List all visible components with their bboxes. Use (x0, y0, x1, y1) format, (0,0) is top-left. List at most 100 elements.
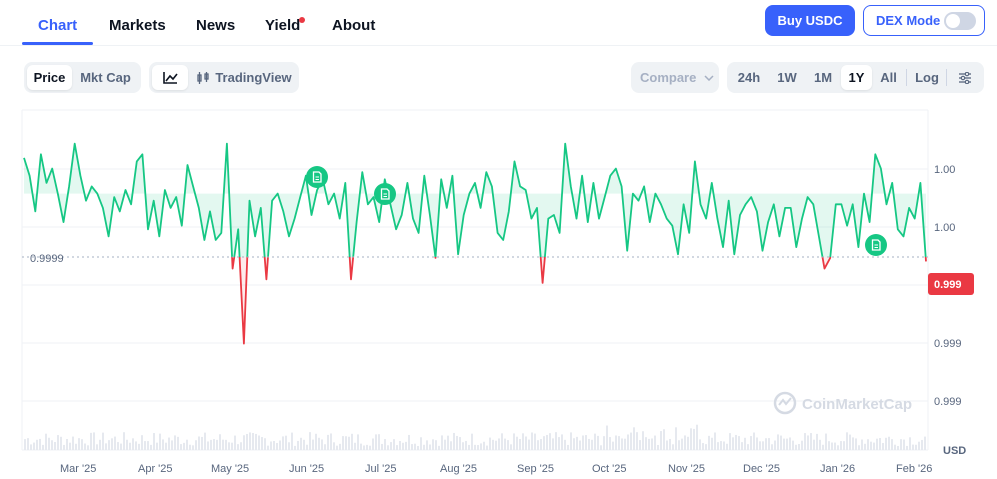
tradingview-button[interactable]: TradingView (193, 65, 295, 90)
volume-bar (690, 428, 692, 450)
volume-bar (666, 440, 668, 450)
volume-bar (489, 437, 491, 450)
volume-bar (366, 444, 368, 450)
volume-bar (723, 441, 725, 450)
tab-yield[interactable]: Yield (265, 17, 301, 34)
volume-bar (765, 438, 767, 450)
volume-bar (357, 434, 359, 450)
tab-markets[interactable]: Markets (109, 17, 166, 34)
volume-bar (525, 436, 527, 450)
volume-bar (243, 435, 245, 450)
market-cap-tab[interactable]: Mkt Cap (80, 70, 131, 85)
volume-bar (804, 433, 806, 450)
document-icon (871, 239, 881, 251)
line-chart-button[interactable] (152, 65, 188, 90)
volume-bar (180, 444, 182, 450)
volume-bar (669, 438, 671, 450)
volume-bar (66, 439, 68, 450)
volume-bar (417, 445, 419, 450)
chart-settings-button[interactable] (949, 65, 981, 90)
range-1m[interactable]: 1M (813, 70, 833, 85)
volume-bar (438, 445, 440, 450)
volume-bar (408, 434, 410, 450)
news-badge[interactable] (306, 166, 328, 188)
x-tick-label: Sep '25 (517, 463, 554, 475)
volume-bar (681, 438, 683, 450)
tab-news[interactable]: News (196, 17, 236, 34)
volume-bar (522, 433, 524, 450)
volume-bar (267, 445, 269, 450)
price-chart[interactable]: 0.9999 1.00 1.00 0.999 0.999 0.999 CoinM… (0, 100, 997, 479)
volume-bar (213, 439, 215, 450)
range-all[interactable]: All (880, 70, 897, 85)
volume-bar (237, 444, 239, 450)
x-tick-label: May '25 (211, 463, 249, 475)
volume-bar (744, 437, 746, 450)
volume-bar (717, 442, 719, 450)
buy-usdc-button[interactable]: Buy USDC (765, 5, 855, 36)
volume-bar (225, 439, 227, 450)
volume-bar (453, 432, 455, 450)
volume-bar (711, 437, 713, 450)
volume-bar (618, 436, 620, 450)
volume-bar (171, 440, 173, 450)
volume-bar (339, 443, 341, 450)
range-1y[interactable]: 1Y (841, 65, 872, 90)
volume-bar (354, 442, 356, 450)
volume-bar (678, 440, 680, 450)
volume-bar (621, 438, 623, 450)
volume-bar (495, 440, 497, 450)
volume-bar (906, 445, 908, 450)
volume-bar (246, 433, 248, 450)
volume-bar (177, 436, 179, 450)
volume-bar (300, 437, 302, 450)
volume-bar (396, 445, 398, 450)
volume-bar (579, 440, 581, 450)
volume-bar (321, 439, 323, 450)
x-tick-label: Oct '25 (592, 463, 627, 475)
volume-bar (915, 444, 917, 450)
volume-bar (30, 444, 32, 450)
volume-bar (855, 438, 857, 450)
volume-bar (264, 438, 266, 450)
volume-bar (297, 440, 299, 450)
volume-bar (561, 434, 563, 450)
volume-bar (798, 444, 800, 450)
volume-bar (672, 444, 674, 450)
coinmarketcap-logo-icon (773, 391, 797, 415)
volume-bar (708, 435, 710, 450)
volume-bar (87, 445, 89, 450)
volume-bar (792, 440, 794, 450)
tab-chart[interactable]: Chart (38, 17, 78, 34)
tab-about[interactable]: About (332, 17, 376, 34)
switch-knob (946, 14, 960, 28)
volume-bar (372, 438, 374, 450)
volume-bar (726, 443, 728, 450)
volume-bar (147, 441, 149, 450)
volume-bar (306, 444, 308, 450)
news-badge[interactable] (374, 183, 396, 205)
volume-bar (435, 440, 437, 450)
dex-mode-toggle-button[interactable]: DEX Mode (863, 5, 985, 36)
price-tab[interactable]: Price (27, 65, 72, 90)
range-1w[interactable]: 1W (777, 70, 797, 85)
volume-bar (660, 431, 662, 450)
compare-dropdown[interactable]: Compare (631, 62, 719, 93)
volume-bar (183, 442, 185, 450)
dex-mode-switch[interactable] (944, 12, 976, 30)
price-line-below (231, 257, 927, 345)
compare-label: Compare (640, 70, 697, 85)
volume-bar (174, 435, 176, 450)
volume-bar (288, 442, 290, 450)
news-badge[interactable] (865, 234, 887, 256)
volume-bar (405, 441, 407, 450)
volume-bar (546, 434, 548, 450)
volume-bar (165, 442, 167, 450)
log-scale-button[interactable]: Log (915, 70, 939, 85)
price-line-above (23, 142, 927, 257)
document-icon (312, 171, 322, 183)
volume-bar (807, 435, 809, 450)
range-24h[interactable]: 24h (737, 70, 761, 85)
volume-bar (528, 439, 530, 450)
volume-bar (534, 433, 536, 450)
